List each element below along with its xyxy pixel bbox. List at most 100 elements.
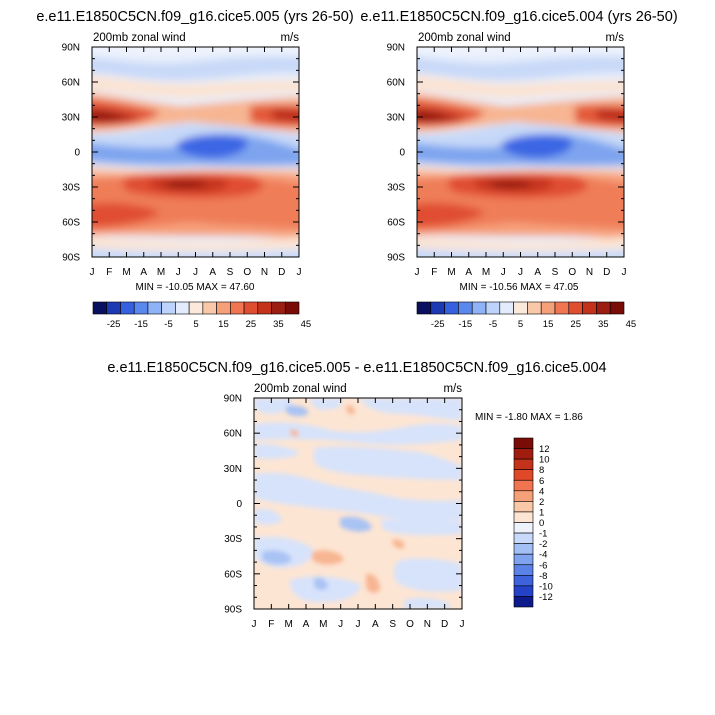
colorbar-label: -4 <box>539 550 547 561</box>
colorbar-swatch <box>596 301 611 315</box>
month-label: N <box>261 267 268 278</box>
lat-label: 0 <box>399 148 405 159</box>
colorbar-swatch <box>513 469 534 481</box>
colorbar-right: -25 -15 -5 5 15 25 35 45 <box>416 301 637 330</box>
lat-label: 30S <box>224 534 242 545</box>
panel-left-units: m/s <box>280 32 299 44</box>
colorbar-swatch <box>513 553 534 566</box>
panel-left-title: e.e11.E1850C5CN.f09_g16.cice5.005 (yrs 2… <box>36 9 353 25</box>
colorbar-swatch <box>513 437 534 449</box>
panel-diff-units: m/s <box>443 383 462 395</box>
month-label: A <box>372 619 379 630</box>
month-label: J <box>193 267 198 278</box>
month-label: M <box>482 267 490 278</box>
month-label: O <box>406 619 414 630</box>
colorbar-label: -15 <box>134 319 148 330</box>
colorbar-label: -25 <box>107 319 121 330</box>
lat-label: 90N <box>387 43 405 54</box>
lat-label: 0 <box>236 499 242 510</box>
lat-label: 0 <box>74 148 80 159</box>
colorbar-swatch <box>202 301 217 315</box>
colorbar-label: 10 <box>539 455 550 466</box>
lat-label: 30S <box>62 183 80 194</box>
month-label: J <box>501 267 506 278</box>
month-label: J <box>90 267 95 278</box>
colorbar-swatch <box>499 301 514 315</box>
lat-label: 60S <box>62 218 80 229</box>
month-label: A <box>303 619 310 630</box>
panel-diff-title: e.e11.E1850C5CN.f09_g16.cice5.005 - e.e1… <box>107 360 606 376</box>
colorbar-label: 12 <box>539 444 550 455</box>
colorbar-swatch <box>271 301 286 315</box>
month-label: F <box>431 267 437 278</box>
colorbar-label: -15 <box>458 319 472 330</box>
colorbar-swatch <box>540 301 556 315</box>
colorbar-label: 6 <box>539 476 544 487</box>
colorbar-swatch <box>513 532 534 544</box>
month-label: F <box>268 619 274 630</box>
month-label: O <box>568 267 576 278</box>
panel-right-units: m/s <box>605 32 624 44</box>
colorbar-swatch <box>133 301 149 315</box>
panel-right-title: e.e11.E1850C5CN.f09_g16.cice5.004 (yrs 2… <box>360 9 677 25</box>
colorbar-swatch <box>513 596 534 608</box>
colorbar-swatch <box>513 448 534 460</box>
panel-left-minmax: MIN = -10.05 MAX = 47.60 <box>136 282 255 293</box>
month-label: S <box>227 267 234 278</box>
colorbar-swatch <box>513 479 534 492</box>
month-label: O <box>243 267 251 278</box>
colorbar-label: -2 <box>539 539 547 550</box>
month-label: D <box>278 267 285 278</box>
panel-diff-field <box>254 398 462 609</box>
panel-right-field <box>417 47 624 257</box>
colorbar-label: 45 <box>301 319 312 330</box>
colorbar-swatch <box>188 301 204 315</box>
month-label: M <box>319 619 327 630</box>
colorbar-label: 45 <box>626 319 637 330</box>
lat-label: 90N <box>62 43 80 54</box>
panel-left-field <box>92 47 299 257</box>
panel-diff-variable: 200mb zonal wind <box>254 383 347 395</box>
month-label: J <box>460 619 465 630</box>
colorbar-label: 1 <box>539 507 544 518</box>
colorbar-swatch <box>513 458 534 470</box>
colorbar-swatch <box>513 585 534 597</box>
panel-diff: e.e11.E1850C5CN.f09_g16.cice5.005 - e.e1… <box>107 360 606 630</box>
month-label: S <box>552 267 559 278</box>
colorbar-swatch <box>216 301 231 315</box>
colorbar-swatch <box>284 301 300 315</box>
colorbar-swatch <box>147 301 162 315</box>
month-label: S <box>389 619 396 630</box>
colorbar-swatch <box>444 301 459 315</box>
colorbar-swatch <box>243 301 259 315</box>
colorbar-swatch <box>175 301 190 315</box>
month-label: N <box>424 619 431 630</box>
colorbar-label: 0 <box>539 518 544 529</box>
colorbar-swatch <box>416 301 432 315</box>
month-label: M <box>447 267 455 278</box>
colorbar-label: -10 <box>539 581 553 592</box>
colorbar-label: 25 <box>246 319 257 330</box>
colorbar-swatch <box>430 301 445 315</box>
colorbar-label: 15 <box>543 319 554 330</box>
colorbar-swatch <box>513 301 528 315</box>
colorbar-swatch <box>513 511 534 523</box>
colorbar-label: -25 <box>431 319 445 330</box>
lat-label: 30N <box>224 464 242 475</box>
colorbar-swatch <box>458 301 473 315</box>
month-label: J <box>297 267 302 278</box>
lat-label: 90S <box>224 605 242 616</box>
month-label: J <box>415 267 420 278</box>
colorbar-label: 8 <box>539 465 544 476</box>
colorbar-label: -1 <box>539 529 547 540</box>
lat-label: 60S <box>387 218 405 229</box>
month-label: J <box>622 267 627 278</box>
colorbar-label: 35 <box>273 319 284 330</box>
month-label: A <box>209 267 216 278</box>
colorbar-swatch <box>568 301 583 315</box>
month-label: A <box>140 267 147 278</box>
colorbar-label: -8 <box>539 571 547 582</box>
